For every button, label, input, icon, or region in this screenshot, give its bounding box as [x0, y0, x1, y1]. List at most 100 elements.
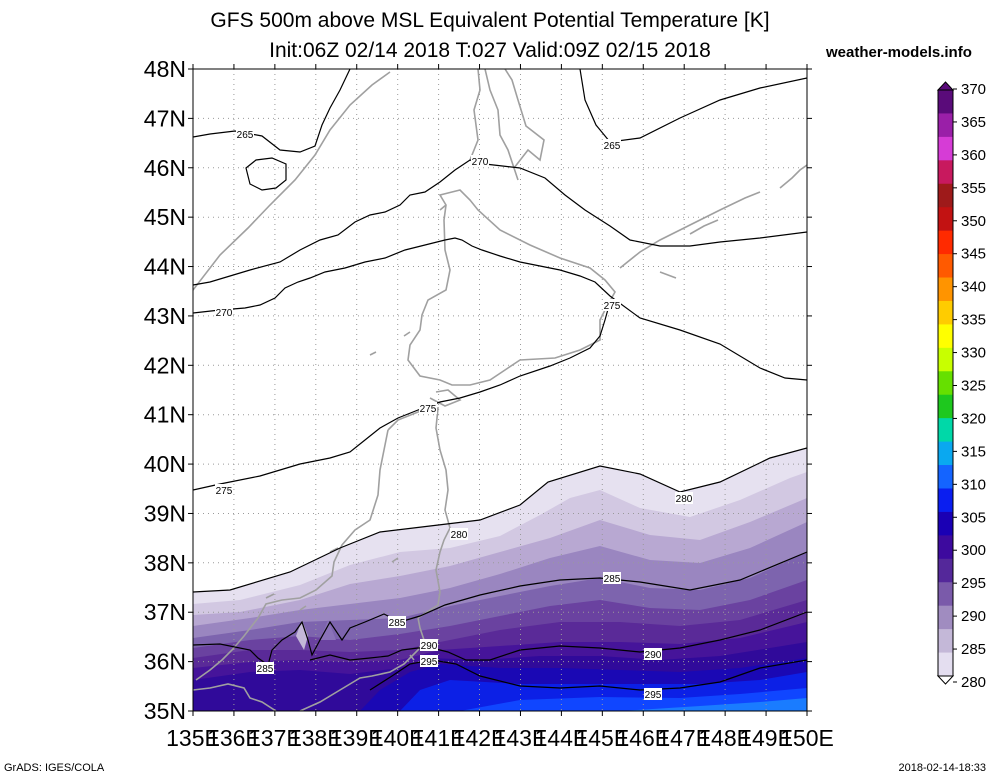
- contour-label-bg: [388, 616, 406, 628]
- colorbar-top-arrow: [936, 81, 955, 91]
- contour-label-bg: [603, 299, 621, 311]
- lat-label: 41N: [144, 402, 186, 428]
- contour-265-west: [193, 69, 351, 153]
- lon-label: 140E: [371, 725, 425, 751]
- contour-label-bg: [603, 139, 621, 151]
- contour-295: [369, 659, 807, 691]
- contour-275-north: [193, 237, 807, 381]
- footer-credit: GrADS: IGES/COLA: [4, 762, 105, 774]
- longitude-labels: 135E136E137E138E139E140E141E142E143E144E…: [166, 725, 834, 751]
- map-subtitle: Init:06Z 02/14 2018 T:027 Valid:09Z 02/1…: [269, 39, 711, 62]
- coast-hokkaido: [407, 189, 616, 386]
- latitude-labels: 48N 47N 46N 45N 44N 43N 42N 41N 40N 39N 38N 37N 36N 3…: [144, 56, 186, 724]
- colorbar: 370 365 360 355 350 345 340 335 330 325 320 315 310 3…: [936, 81, 986, 691]
- colorbar-segment: [938, 418, 953, 443]
- lat-label: 46N: [144, 155, 186, 181]
- contour-label-bg: [675, 492, 693, 504]
- contour-label-bg: [419, 402, 437, 414]
- colorbar-label: 285: [961, 641, 986, 658]
- colorbar-label: 355: [961, 180, 986, 197]
- contour-275-south: [193, 301, 611, 491]
- contour-label-bg: [236, 128, 254, 140]
- colorbar-segment: [938, 629, 953, 654]
- colorbar-label: 350: [961, 213, 986, 230]
- map-title: GFS 500m above MSL Equivalent Potential …: [210, 9, 770, 32]
- lat-label: 45N: [144, 204, 186, 230]
- contour-label-bg: [644, 688, 662, 700]
- colorbar-segment: [938, 394, 953, 419]
- lat-label: 42N: [144, 352, 186, 378]
- colorbar-label: 280: [961, 674, 986, 691]
- coast-kurils: [619, 164, 807, 279]
- contour-label-bg: [603, 572, 621, 584]
- footer-timestamp: 2018-02-14-18:33: [898, 762, 986, 774]
- coast-primorye: [193, 71, 391, 291]
- contour-285: [193, 551, 807, 666]
- contour-label: 265: [237, 130, 254, 141]
- colorbar-label: 360: [961, 147, 986, 164]
- lon-label: 141E: [412, 725, 466, 751]
- site-label: weather-models.info: [826, 44, 972, 61]
- contour-270: [193, 159, 807, 286]
- contour-label: 295: [421, 657, 438, 668]
- contour-label: 285: [257, 664, 274, 675]
- axis-ticks: [188, 64, 812, 716]
- colorbar-label: 315: [961, 443, 986, 460]
- colorbar-segment: [938, 652, 953, 677]
- colorbar-label: 295: [961, 575, 986, 592]
- colorbar-label: 335: [961, 312, 986, 329]
- lat-label: 35N: [144, 698, 186, 724]
- colorbar-label: 365: [961, 114, 986, 131]
- colorbar-segment: [938, 300, 953, 325]
- colorbar-label: 330: [961, 345, 986, 362]
- contour-label: 270: [216, 308, 233, 319]
- colorbar-segment: [938, 465, 953, 489]
- coast-sakhalin: [469, 69, 545, 181]
- colorbar-segment: [938, 371, 953, 396]
- lat-label: 44N: [144, 254, 186, 280]
- contour-265-loop: [245, 157, 287, 191]
- contour-labels: 265 265 270 270 275 275 275 280 280 285 285 285 290 2…: [215, 128, 693, 701]
- coast-honshu-south: [193, 617, 425, 711]
- lon-label: 144E: [535, 725, 589, 751]
- contour-label: 270: [472, 157, 489, 168]
- lon-label: 145E: [575, 725, 629, 751]
- contour-label: 280: [676, 494, 693, 505]
- lon-label: 148E: [698, 725, 752, 751]
- lon-label: 146E: [616, 725, 670, 751]
- lat-label: 36N: [144, 649, 186, 675]
- colorbar-segment: [938, 582, 953, 607]
- contour-label-bg: [420, 655, 438, 667]
- colorbar-segment: [938, 535, 953, 560]
- colorbar-segment: [938, 90, 953, 114]
- lat-label: 40N: [144, 451, 186, 477]
- lat-label: 43N: [144, 303, 186, 329]
- colorbar-label: 305: [961, 509, 986, 526]
- colorbar-segment: [938, 324, 953, 349]
- contour-290: [309, 611, 807, 661]
- map-frame: [192, 68, 808, 712]
- colorbar-label: 325: [961, 378, 986, 395]
- colorbar-segment: [938, 113, 953, 138]
- colorbar-segment: [938, 160, 953, 185]
- colorbar-segment: [938, 136, 953, 161]
- colorbar-segment: [938, 277, 953, 302]
- contour-label-bg: [420, 639, 438, 651]
- lon-label: 147E: [657, 725, 711, 751]
- colorbar-segment: [938, 511, 953, 536]
- contour-label: 275: [604, 301, 621, 312]
- colorbar-segment: [938, 488, 953, 513]
- contour-label: 285: [604, 574, 621, 585]
- contour-label: 275: [216, 486, 233, 497]
- colorbar-segment: [938, 207, 953, 232]
- contour-label-bg: [215, 484, 233, 496]
- lon-label: 142E: [453, 725, 507, 751]
- contour-label: 285: [389, 618, 406, 629]
- lon-label: 138E: [289, 725, 343, 751]
- colorbar-label: 310: [961, 476, 986, 493]
- coast-islands: [265, 204, 447, 661]
- coastlines: [193, 69, 807, 711]
- lon-label: 150E: [780, 725, 834, 751]
- colorbar-label: 290: [961, 608, 986, 625]
